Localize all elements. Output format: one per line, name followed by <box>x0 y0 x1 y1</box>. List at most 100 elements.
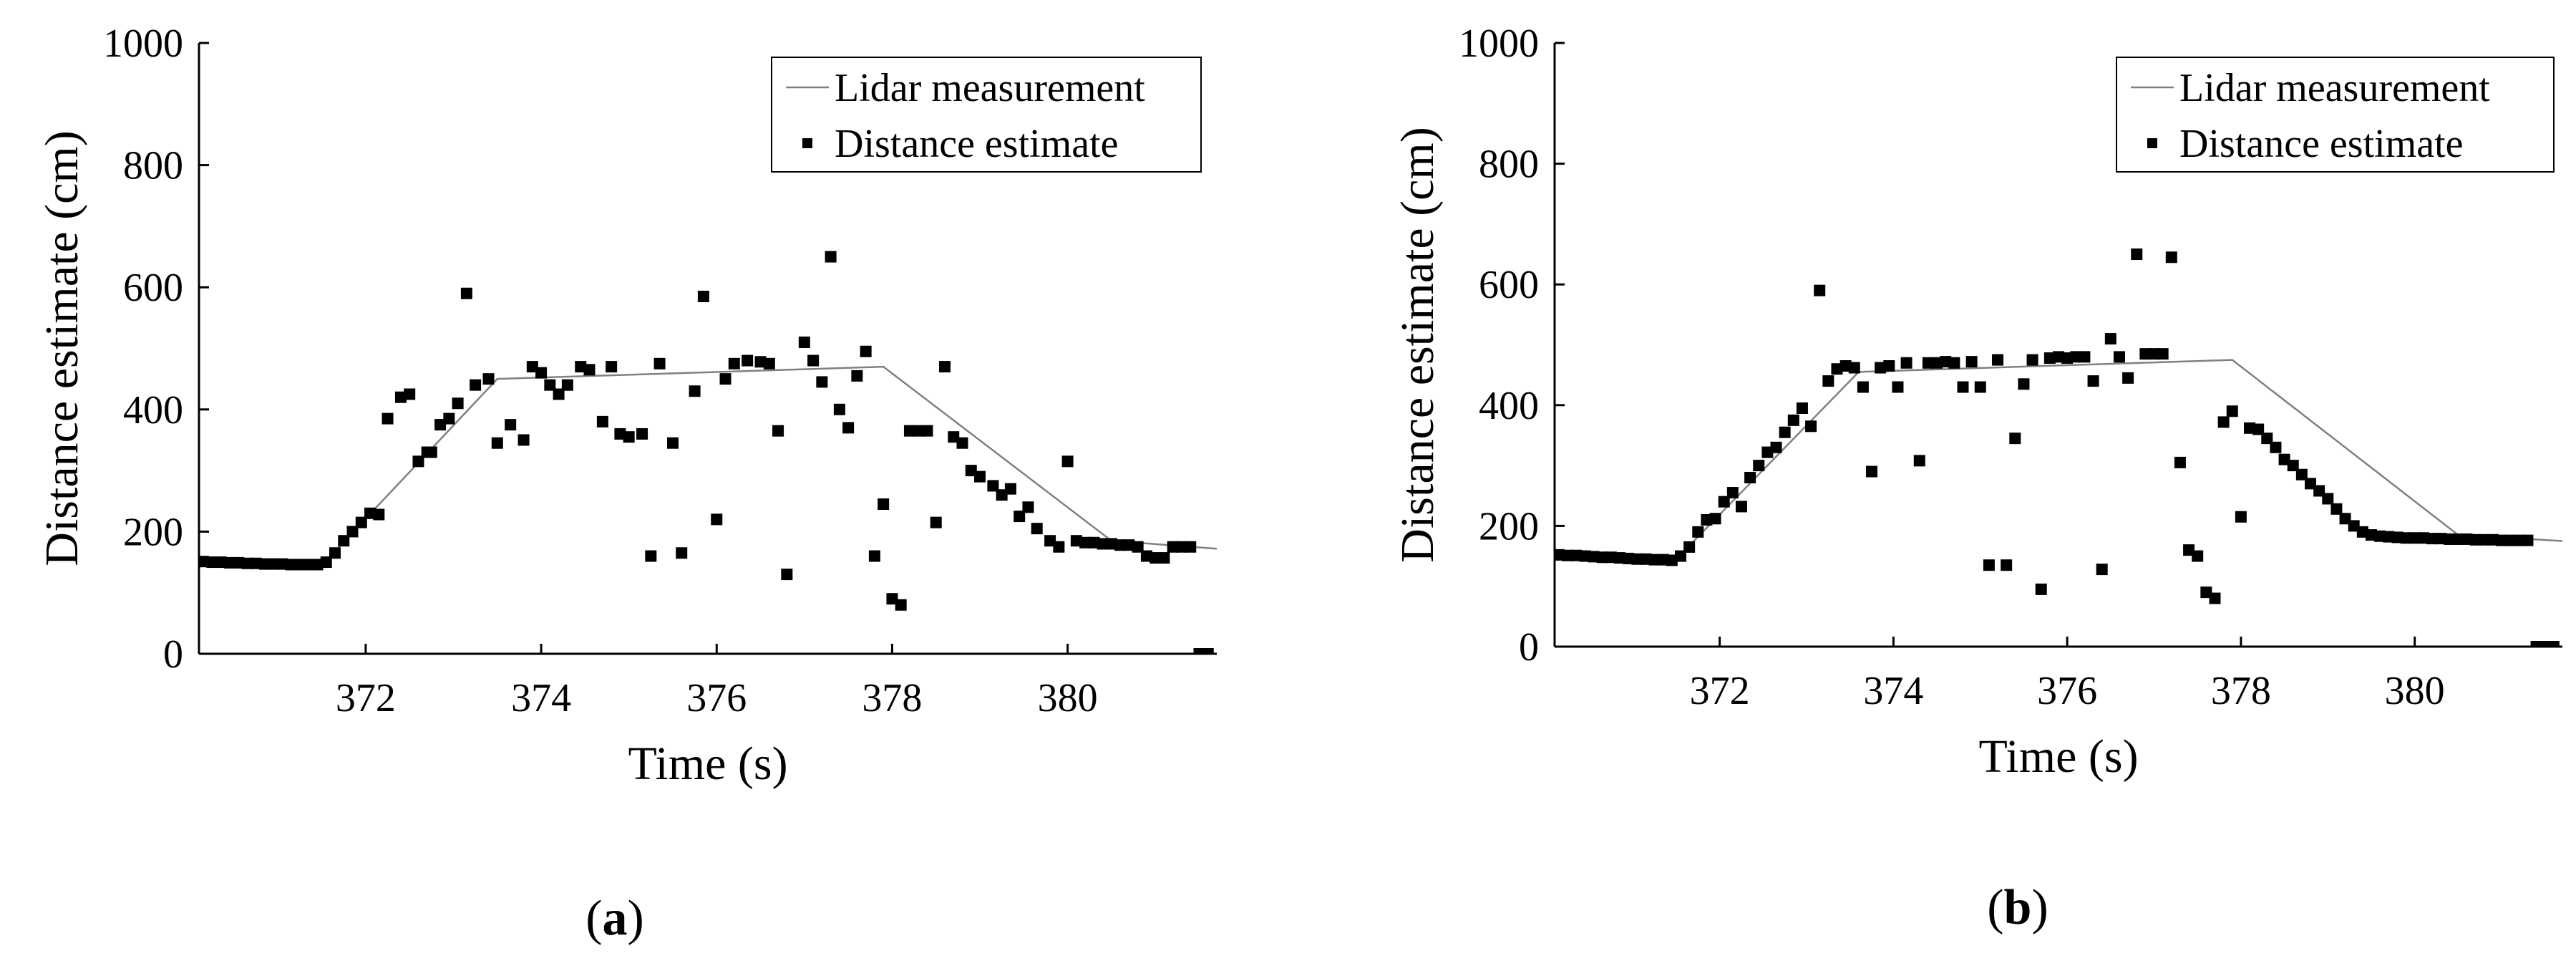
data-point-distance-estimate <box>206 556 218 569</box>
data-point-distance-estimate <box>1022 501 1034 513</box>
data-point-distance-estimate <box>1922 357 1934 369</box>
data-point-distance-estimate <box>544 379 556 391</box>
data-point-distance-estimate <box>381 412 394 425</box>
data-point-distance-estimate <box>373 508 385 521</box>
data-point-distance-estimate <box>1839 360 1852 372</box>
data-point-distance-estimate <box>895 599 907 611</box>
x-axis-label: Time (s) <box>628 738 787 790</box>
data-point-distance-estimate <box>697 290 709 302</box>
data-point-distance-estimate <box>2131 248 2143 261</box>
data-point-distance-estimate <box>1875 362 1887 374</box>
legend-box <box>771 57 1202 173</box>
x-tick-label: 372 <box>1690 669 1750 713</box>
data-point-distance-estimate <box>956 437 968 449</box>
data-point-distance-estimate <box>1614 552 1626 564</box>
data-point-distance-estimate <box>1031 523 1043 535</box>
data-point-distance-estimate <box>2252 423 2265 435</box>
data-point-distance-estimate <box>1796 402 1808 415</box>
data-point-distance-estimate <box>338 535 350 547</box>
data-point-distance-estimate <box>781 569 793 581</box>
data-point-distance-estimate <box>1053 541 1065 553</box>
data-point-distance-estimate <box>2139 348 2152 360</box>
data-point-distance-estimate <box>1913 455 1925 467</box>
data-point-distance-estimate <box>526 361 538 373</box>
data-point-distance-estimate <box>250 557 262 569</box>
legend-entry-text: Distance estimate <box>835 122 1119 166</box>
data-point-distance-estimate <box>404 388 416 400</box>
data-point-distance-estimate <box>938 361 951 373</box>
data-point-distance-estimate <box>719 373 732 385</box>
data-point-distance-estimate <box>623 431 635 443</box>
data-point-distance-estimate <box>1892 381 1904 393</box>
data-point-distance-estimate <box>2322 493 2334 505</box>
data-point-distance-estimate <box>2226 405 2238 417</box>
data-point-distance-estimate <box>2417 532 2429 544</box>
data-point-distance-estimate <box>1185 541 1197 553</box>
data-point-distance-estimate <box>1014 511 1026 523</box>
data-point-distance-estimate <box>2148 348 2160 360</box>
data-point-distance-estimate <box>241 557 253 569</box>
data-point-distance-estimate <box>606 361 618 373</box>
data-point-distance-estimate <box>1666 554 1678 566</box>
x-axis-label: Time (s) <box>1978 730 2138 783</box>
data-point-distance-estimate <box>1570 549 1583 561</box>
data-point-distance-estimate <box>2200 586 2212 599</box>
plot-area <box>199 251 1217 654</box>
data-point-distance-estimate <box>645 550 657 562</box>
data-point-distance-estimate <box>2313 485 2325 497</box>
data-point-distance-estimate <box>2435 533 2447 545</box>
data-point-distance-estimate <box>1105 538 1117 550</box>
data-point-distance-estimate <box>833 403 845 415</box>
y-tick-label: 1000 <box>103 21 183 66</box>
data-point-distance-estimate <box>913 425 925 437</box>
y-tick-label: 600 <box>1479 263 1539 307</box>
data-point-distance-estimate <box>2305 478 2316 490</box>
plot-area <box>1555 248 2562 647</box>
data-point-distance-estimate <box>2530 641 2542 647</box>
y-axis-label: Distance estimate (cm) <box>36 130 88 566</box>
data-point-distance-estimate <box>1692 526 1704 538</box>
data-point-distance-estimate <box>233 556 245 569</box>
data-point-distance-estimate <box>1158 552 1170 564</box>
data-point-distance-estimate <box>1900 357 1912 369</box>
data-point-distance-estimate <box>1735 501 1747 513</box>
data-point-distance-estimate <box>329 547 341 559</box>
y-tick-label: 800 <box>123 144 183 188</box>
data-point-distance-estimate <box>285 559 297 571</box>
data-point-distance-estimate <box>921 425 933 437</box>
data-point-distance-estimate <box>1167 541 1179 553</box>
data-point-distance-estimate <box>1596 551 1608 564</box>
data-point-distance-estimate <box>1648 554 1661 566</box>
data-point-distance-estimate <box>1605 551 1617 564</box>
x-tick-label: 378 <box>2211 669 2271 713</box>
data-point-distance-estimate <box>2270 441 2282 453</box>
data-point-distance-estimate <box>452 397 464 410</box>
data-point-distance-estimate <box>2504 534 2517 546</box>
data-point-distance-estimate <box>258 558 271 570</box>
data-point-distance-estimate <box>851 370 863 382</box>
data-point-distance-estimate <box>2469 533 2482 546</box>
data-point-distance-estimate <box>2217 416 2230 428</box>
data-point-distance-estimate <box>293 559 306 571</box>
data-point-distance-estimate <box>798 336 810 348</box>
y-tick-label: 200 <box>123 510 183 554</box>
data-point-distance-estimate <box>276 558 288 570</box>
data-point-distance-estimate <box>1701 513 1713 526</box>
data-point-distance-estimate <box>1814 284 1826 296</box>
data-point-distance-estimate <box>482 373 495 385</box>
data-point-distance-estimate <box>1787 414 1799 426</box>
data-point-distance-estimate <box>2209 592 2221 604</box>
data-point-distance-estimate <box>2391 531 2404 544</box>
x-tick-label: 378 <box>862 676 922 720</box>
data-point-distance-estimate <box>355 516 367 528</box>
y-tick-label: 1000 <box>1459 21 1539 66</box>
data-point-distance-estimate <box>1202 648 1214 654</box>
data-point-distance-estimate <box>1805 420 1817 433</box>
data-point-distance-estimate <box>394 391 407 403</box>
legend-entry-text: Lidar measurement <box>835 66 1145 110</box>
data-point-distance-estimate <box>807 354 820 367</box>
data-point-distance-estimate <box>2478 533 2490 546</box>
data-point-distance-estimate <box>223 556 235 569</box>
data-point-distance-estimate <box>772 425 784 437</box>
